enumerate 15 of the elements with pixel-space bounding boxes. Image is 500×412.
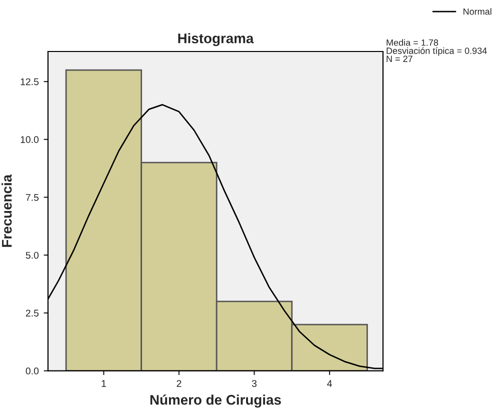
legend-label: Normal xyxy=(464,8,492,15)
y-axis-title: Frecuencia xyxy=(2,174,12,247)
text: Media = 1.78 Desviación típica = 0.934 N = 27 xyxy=(386,39,487,62)
x-axis-title: Número de Cirugias xyxy=(150,394,281,408)
y-tick-label: 10.0 xyxy=(20,136,39,144)
y-tick-label: 0.0 xyxy=(26,368,39,374)
y-tick-label: 2.5 xyxy=(26,310,39,317)
x-tick-label: 1 xyxy=(102,380,106,387)
y-tick-label: 12.5 xyxy=(20,78,39,86)
x-tick-label: 3 xyxy=(252,380,257,387)
x-tick-label: 2 xyxy=(176,380,182,387)
y-tick-label: 5.0 xyxy=(26,252,39,259)
x-tick-label: 4 xyxy=(327,380,332,387)
chart-title: Histograma xyxy=(178,33,254,46)
y-tick-label: 7.5 xyxy=(26,194,39,201)
